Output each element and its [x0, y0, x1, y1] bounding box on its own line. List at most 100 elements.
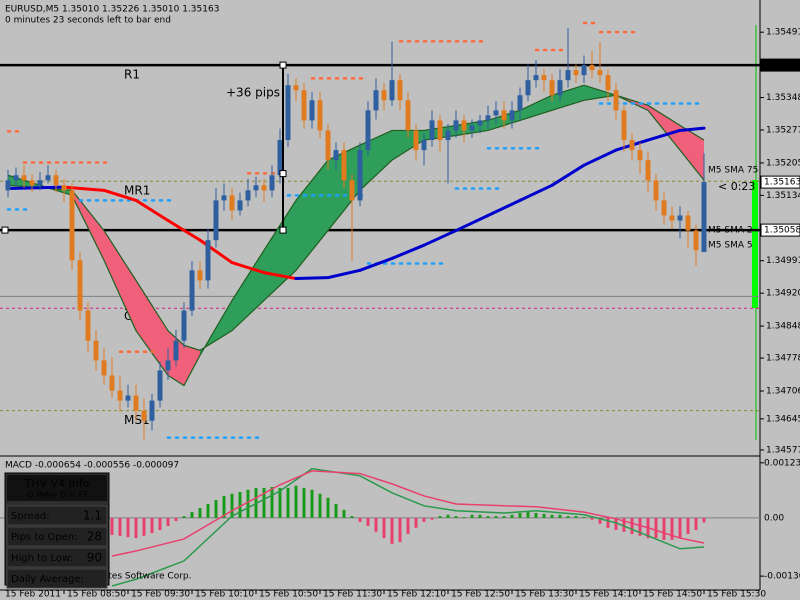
candle-body: [453, 120, 459, 131]
macd-bar: [606, 517, 610, 528]
macd-main-line: [111, 467, 705, 587]
candle-body: [37, 180, 43, 186]
candle-body: [253, 185, 259, 191]
candle-body: [389, 80, 395, 101]
macd-bar: [142, 517, 146, 536]
level-label: MR1: [124, 184, 150, 198]
candle-body: [533, 75, 539, 81]
sma-segment: [294, 276, 330, 281]
y-tick-label: 1.34991: [766, 256, 800, 266]
candle-body: [341, 150, 347, 181]
x-tick-label: 15 Feb 15:30: [707, 590, 766, 600]
info-row-value: 90: [87, 551, 102, 565]
sma-segment: [358, 256, 394, 272]
candle-body: [637, 150, 643, 161]
measure-handle: [279, 226, 287, 234]
macd-bar: [342, 509, 346, 518]
level-label: R1: [124, 68, 140, 82]
candle-body: [645, 160, 651, 181]
candle-body: [93, 340, 99, 361]
macd-bar: [414, 517, 418, 528]
macd-bar: [702, 517, 706, 523]
candle-body: [101, 360, 107, 376]
sma-segment: [678, 126, 706, 132]
x-tick-label: 15 Feb 14:10: [579, 590, 638, 600]
candle-body: [621, 110, 627, 141]
sma-segment: [582, 148, 618, 167]
candle-body: [261, 185, 267, 191]
cloud-segment: [296, 160, 328, 271]
candle-body: [317, 100, 323, 131]
candle-body: [701, 182, 707, 253]
candle-body: [277, 140, 283, 176]
macd-bar: [438, 516, 442, 518]
macd-bar: [686, 517, 690, 535]
macd-bar: [150, 517, 154, 534]
candle-body: [437, 120, 443, 141]
cloud-segment: [648, 105, 680, 151]
x-tick-label: 15 Feb 09:30: [131, 590, 190, 600]
macd-bar: [358, 517, 362, 522]
x-tick-label: 15 Feb 08:50: [67, 590, 126, 600]
candle-body: [469, 125, 475, 131]
macd-bar: [478, 514, 482, 518]
sma-segment: [422, 229, 458, 247]
info-row-value: 1.1: [83, 509, 102, 523]
x-tick-label: 15 Feb 11:30: [323, 590, 382, 600]
macd-bar: [622, 517, 626, 532]
price-marker-label: 1.35163: [764, 178, 800, 188]
macd-bar: [350, 516, 354, 518]
candle-body: [109, 375, 115, 391]
y-tick-label: 1.35277: [766, 125, 800, 135]
candle-body: [221, 195, 227, 201]
macd-bar: [534, 512, 538, 518]
macd-bar: [470, 514, 474, 518]
macd-bar: [446, 514, 450, 518]
candle-body: [181, 310, 187, 341]
sma-segment: [134, 198, 170, 223]
candle-body: [213, 200, 219, 241]
info-row-label: High to Low:: [11, 553, 73, 564]
candle-body: [381, 90, 387, 101]
y-tick-label: 1.34920: [766, 289, 800, 299]
candle-body: [613, 90, 619, 111]
x-tick-label: 15 Feb 14:50: [643, 590, 702, 600]
candle-body: [509, 110, 515, 121]
x-tick-label: 15 Feb 10:50: [259, 590, 318, 600]
candle-body: [285, 85, 291, 141]
macd-bar: [374, 517, 378, 532]
y-tick-label: -0.00130: [764, 572, 800, 582]
sma-segment: [550, 163, 586, 187]
range-bar: [752, 180, 758, 308]
candle-body: [85, 310, 91, 341]
candle-body: [557, 80, 563, 96]
candle-body: [413, 130, 419, 151]
candle-body: [461, 120, 467, 131]
macd-bar: [318, 493, 322, 518]
candle-body: [517, 95, 523, 111]
macd-bar: [654, 517, 658, 539]
candle-body: [325, 130, 331, 161]
candle-body: [445, 130, 451, 141]
sma-segment: [390, 243, 426, 260]
candle-body: [493, 110, 499, 116]
macd-bar: [366, 517, 370, 526]
macd-bar: [286, 487, 290, 518]
macd-bar: [198, 508, 202, 518]
candle-body: [45, 175, 51, 181]
macd-bar: [174, 517, 178, 522]
macd-bar: [518, 512, 522, 518]
candle-body: [349, 180, 355, 201]
y-tick-label: 1.34645: [766, 414, 800, 424]
macd-bar: [222, 495, 226, 518]
candle-body: [293, 85, 299, 91]
y-tick-label: 1.34778: [766, 354, 800, 364]
sma-segment: [102, 188, 138, 202]
copyright: © 2010 MetaQuotes Software Corp.: [30, 572, 191, 582]
measure-handle: [279, 170, 287, 178]
sma-label: M5 SMA 5: [708, 241, 753, 251]
candle-body: [549, 80, 555, 96]
macd-bar: [246, 489, 250, 518]
candle-body: [565, 70, 571, 81]
